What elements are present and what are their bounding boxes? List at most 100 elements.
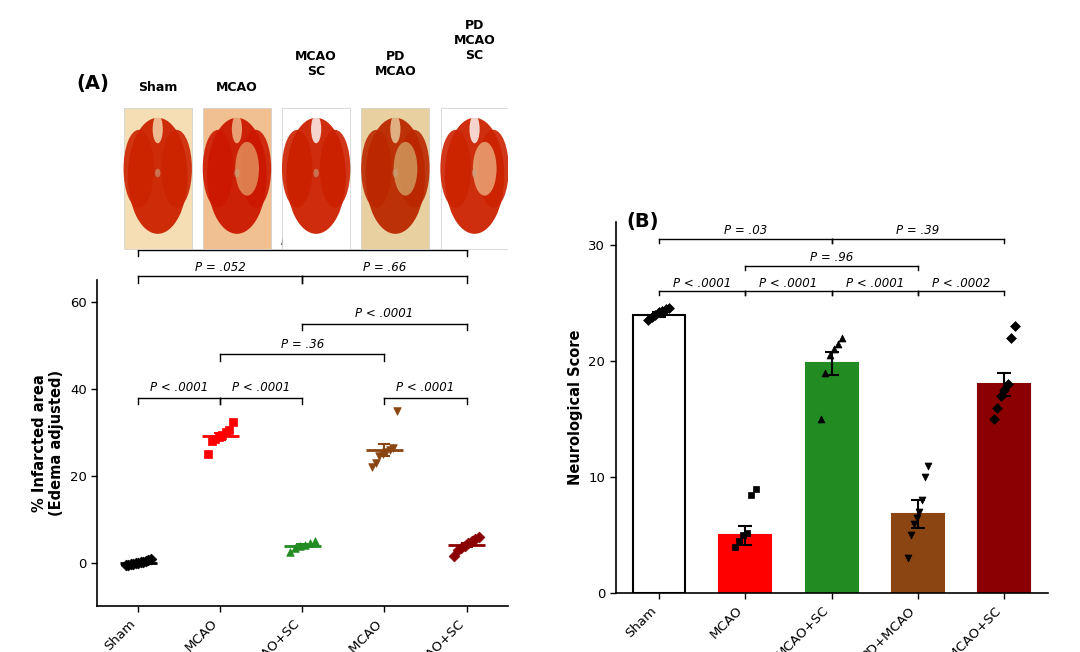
Point [306,536,323,546]
Bar [203,108,271,249]
Point [446,551,463,561]
Point [118,560,135,570]
Point [834,333,851,343]
Point [286,542,303,553]
Point [470,531,487,542]
Bar [441,108,509,249]
Ellipse shape [241,130,271,207]
Ellipse shape [470,115,480,143]
Y-axis label: % Infarcted area
(Edema adjusted): % Infarcted area (Edema adjusted) [32,370,65,516]
Point [388,406,405,416]
Ellipse shape [445,118,504,234]
Point [282,547,299,557]
Point [917,472,934,482]
Bar [892,514,944,593]
Y-axis label: Neurological Score: Neurological Score [568,330,583,485]
Point [206,434,224,444]
Bar [124,108,191,249]
Point [374,449,391,460]
Bar [719,535,771,593]
Text: PD
MCAO
SC: PD MCAO SC [454,20,496,63]
Point [821,350,838,361]
Point [124,559,141,569]
Ellipse shape [441,130,471,207]
Point [217,427,234,437]
Point [730,536,747,546]
Ellipse shape [282,130,312,207]
Ellipse shape [161,130,192,207]
Bar [978,384,1030,593]
Point [449,544,467,555]
Text: (A): (A) [77,74,109,93]
Point [301,538,319,548]
Text: P = .36: P = .36 [281,338,324,351]
Point [993,391,1010,401]
Point [224,417,241,427]
Point [825,344,842,355]
Bar [806,363,858,593]
Point [996,385,1013,395]
Text: P < .0001: P < .0001 [396,381,455,394]
Point [456,541,473,551]
Bar [362,108,429,249]
Text: P < .0002: P < .0002 [932,276,990,289]
Point [644,312,661,322]
Ellipse shape [123,130,154,207]
Point [210,432,227,442]
Text: (B): (B) [626,213,659,231]
Ellipse shape [235,142,259,196]
Point [127,558,145,569]
Point [812,414,829,424]
Point [739,527,756,538]
Point [908,512,926,523]
Point [292,541,309,551]
Point [905,518,922,529]
Point [367,458,384,468]
Point [203,436,220,447]
Ellipse shape [365,118,426,234]
Point [453,542,470,553]
Ellipse shape [152,115,163,143]
Point [220,425,238,436]
Point [657,304,674,314]
Ellipse shape [473,142,497,196]
Text: P = .39: P = .39 [896,224,940,237]
Ellipse shape [390,115,401,143]
Point [989,402,1007,413]
Point [467,534,484,544]
Point [639,315,657,325]
Point [920,460,937,471]
Point [726,542,743,552]
Point [747,484,765,494]
Text: MCAO
SC: MCAO SC [295,50,337,78]
Ellipse shape [320,130,350,207]
Point [829,338,847,349]
Point [200,449,217,460]
Ellipse shape [156,169,161,177]
Point [364,462,381,473]
Point [384,443,402,453]
Point [661,303,678,313]
Point [122,559,139,569]
Point [985,414,1002,424]
Ellipse shape [127,118,188,234]
Point [910,507,928,517]
Text: PD
MCAO: PD MCAO [375,50,416,78]
Point [130,557,147,568]
Text: MCAO: MCAO [216,82,258,95]
Text: P = .052: P = .052 [195,261,245,274]
Text: P < .0001: P < .0001 [846,276,904,289]
Ellipse shape [234,169,240,177]
Point [816,368,834,378]
Point [650,307,667,318]
Text: P < .0001: P < .0001 [150,381,208,394]
Point [999,379,1016,389]
Text: P = .03: P = .03 [724,224,767,237]
Point [214,430,231,440]
Bar [633,315,685,593]
Text: P = .66: P = .66 [363,261,406,274]
Ellipse shape [203,130,233,207]
Point [378,447,395,457]
Text: P = .96: P = .96 [810,251,853,264]
Text: P < .0001: P < .0001 [673,276,731,289]
